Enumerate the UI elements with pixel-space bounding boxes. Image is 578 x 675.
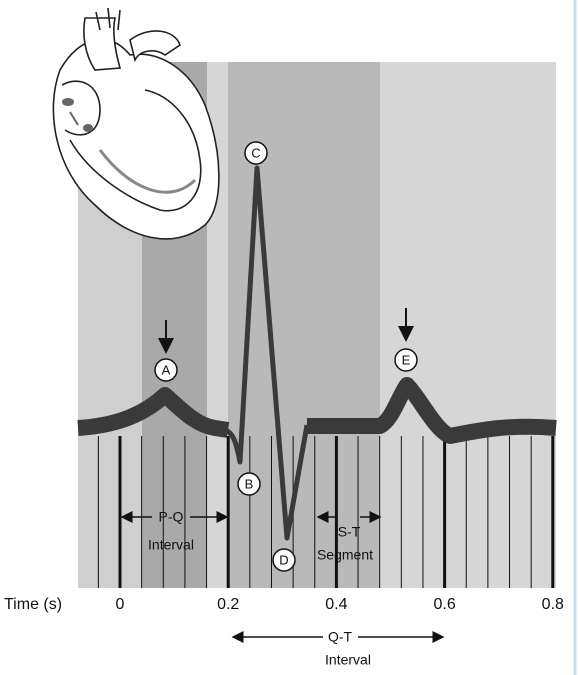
point-marker — [394, 348, 418, 372]
tick-label: 0.6 — [433, 596, 455, 613]
point-label: C — [251, 145, 260, 160]
point-marker — [237, 472, 261, 496]
point-label: E — [402, 352, 411, 367]
interval-label: P-Q — [159, 509, 184, 525]
axis-label: Time (s) — [4, 596, 62, 613]
point-marker — [154, 358, 178, 382]
interval-label: Segment — [317, 547, 373, 563]
interval-arrows — [120, 511, 445, 643]
point-label: B — [245, 476, 254, 491]
heart-illustration — [52, 7, 220, 240]
interval-label: Interval — [325, 652, 371, 668]
interval-label: Q-T — [328, 629, 353, 645]
point-labels: A B C D E — [154, 141, 418, 572]
tick-label: 0.2 — [217, 596, 239, 613]
point-marker — [272, 548, 296, 572]
axis-ticks: 0 0.2 0.4 0.6 0.8 — [116, 596, 564, 613]
ecg-trace — [77, 165, 557, 541]
tick-label: 0.8 — [542, 596, 564, 613]
tick-label: 0.4 — [325, 596, 347, 613]
interval-label: S-T — [338, 524, 361, 540]
tick-label: 0 — [116, 596, 125, 613]
point-marker — [244, 141, 268, 165]
point-label: D — [279, 552, 288, 567]
interval-label: Interval — [148, 537, 194, 553]
point-label: A — [162, 362, 171, 377]
